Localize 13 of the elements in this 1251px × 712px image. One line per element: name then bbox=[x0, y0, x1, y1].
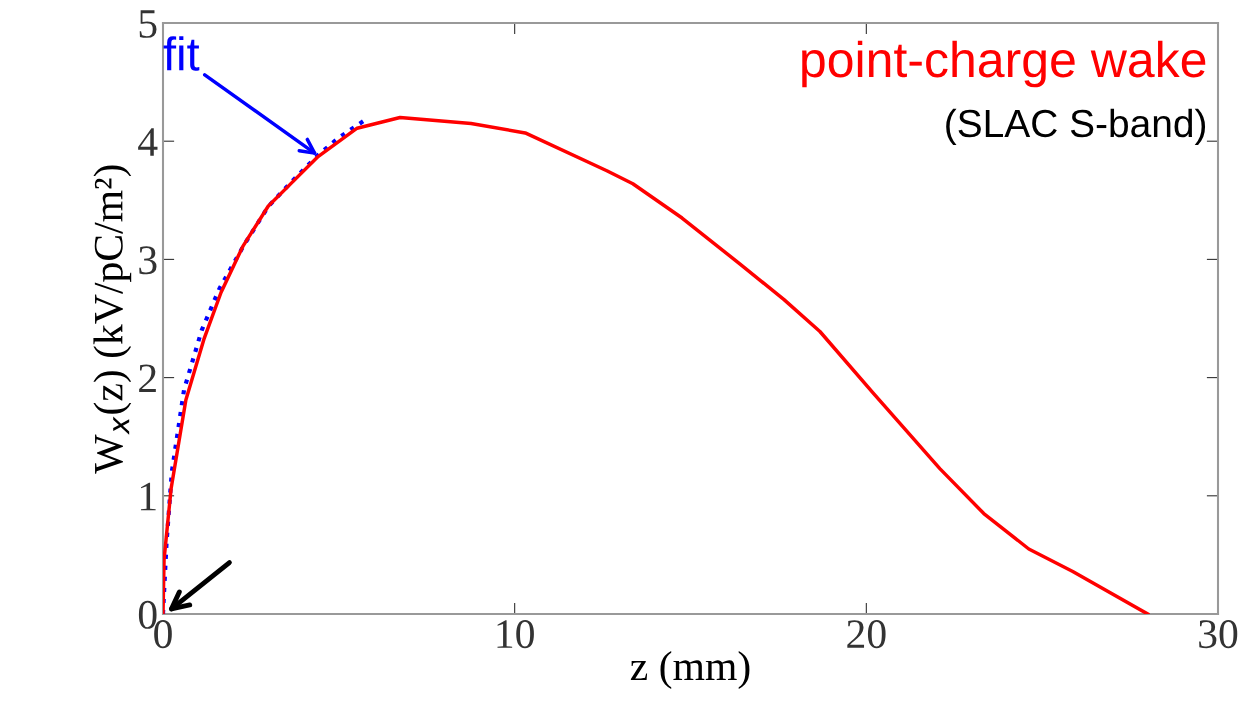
x-tick-label: 10 bbox=[497, 620, 534, 649]
text: point-charge wake bbox=[802, 40, 1206, 88]
y-axis-title: W$_{x}$(z) (kV/pC/m²) bbox=[93, 165, 132, 474]
x-axis-title: z (mm) bbox=[630, 651, 750, 689]
y-tick-label: 1 bbox=[140, 482, 156, 511]
text: fit bbox=[163, 36, 200, 71]
x-tick-label: 30 bbox=[1199, 620, 1238, 649]
annotation: (SLAC S-band) bbox=[946, 108, 1206, 145]
y-tick-label: 3 bbox=[139, 246, 157, 275]
y-tick-label: 5 bbox=[139, 10, 157, 38]
x-tick-label: 20 bbox=[847, 620, 886, 649]
y-tick-label: 2 bbox=[139, 364, 156, 393]
y-tick-label: 4 bbox=[138, 128, 158, 156]
